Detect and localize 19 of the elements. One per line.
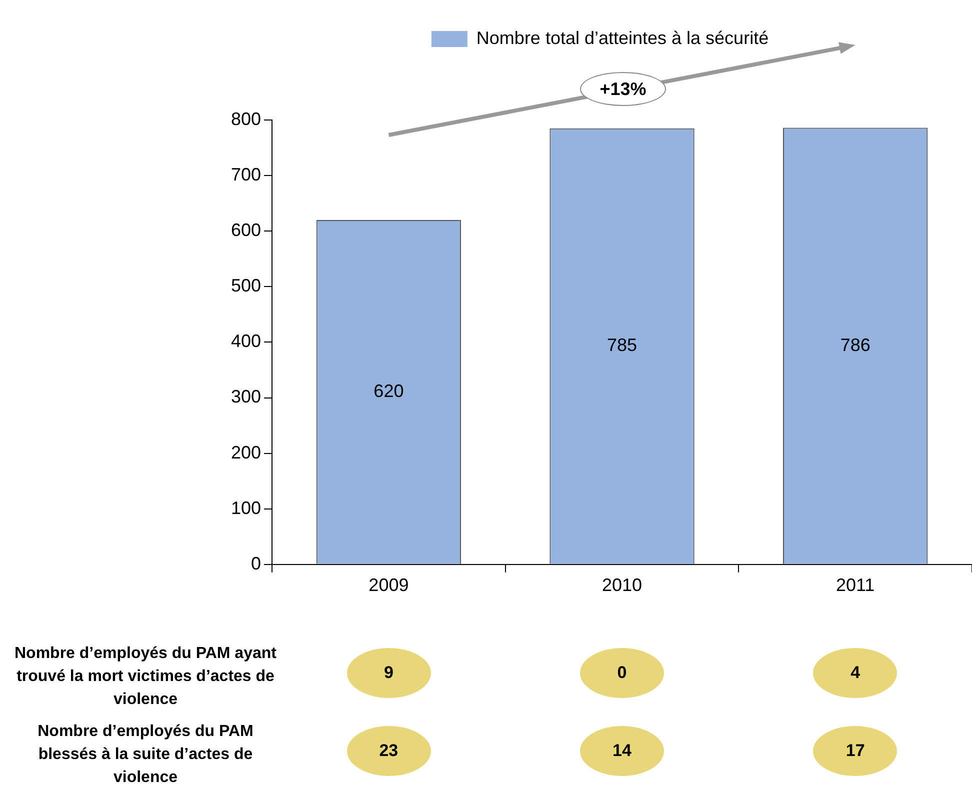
y-tick-label: 200 — [230, 442, 262, 462]
y-tick-label: 300 — [230, 386, 262, 407]
data-label: 786 — [840, 334, 870, 355]
y-tick-label: 800 — [230, 108, 262, 129]
y-tick-label: 600 — [230, 220, 262, 240]
y-tick-label: 100 — [230, 498, 262, 518]
text: +13% — [600, 78, 646, 100]
text: Nombre d’employés du PAM blessés à la suite d’actes de violence — [36, 722, 254, 788]
y-tick-label: 0 — [251, 553, 262, 574]
y-tick-label: 400 — [230, 331, 262, 352]
x-tick-label: 2011 — [836, 575, 875, 596]
y-tick-label: 500 — [230, 276, 262, 296]
x-tick-label: 2009 — [368, 575, 409, 596]
legend-label: Nombre total d’atteintes à la sécurité — [476, 28, 769, 48]
data-label: 785 — [606, 335, 638, 356]
y-tick-label: 700 — [230, 164, 262, 185]
x-tick-label: 2010 — [602, 575, 642, 596]
data-label: 620 — [374, 380, 404, 401]
text: Nombre d’employés du PAM ayant trouvé la mort victimes d’actes de violence — [14, 644, 278, 710]
